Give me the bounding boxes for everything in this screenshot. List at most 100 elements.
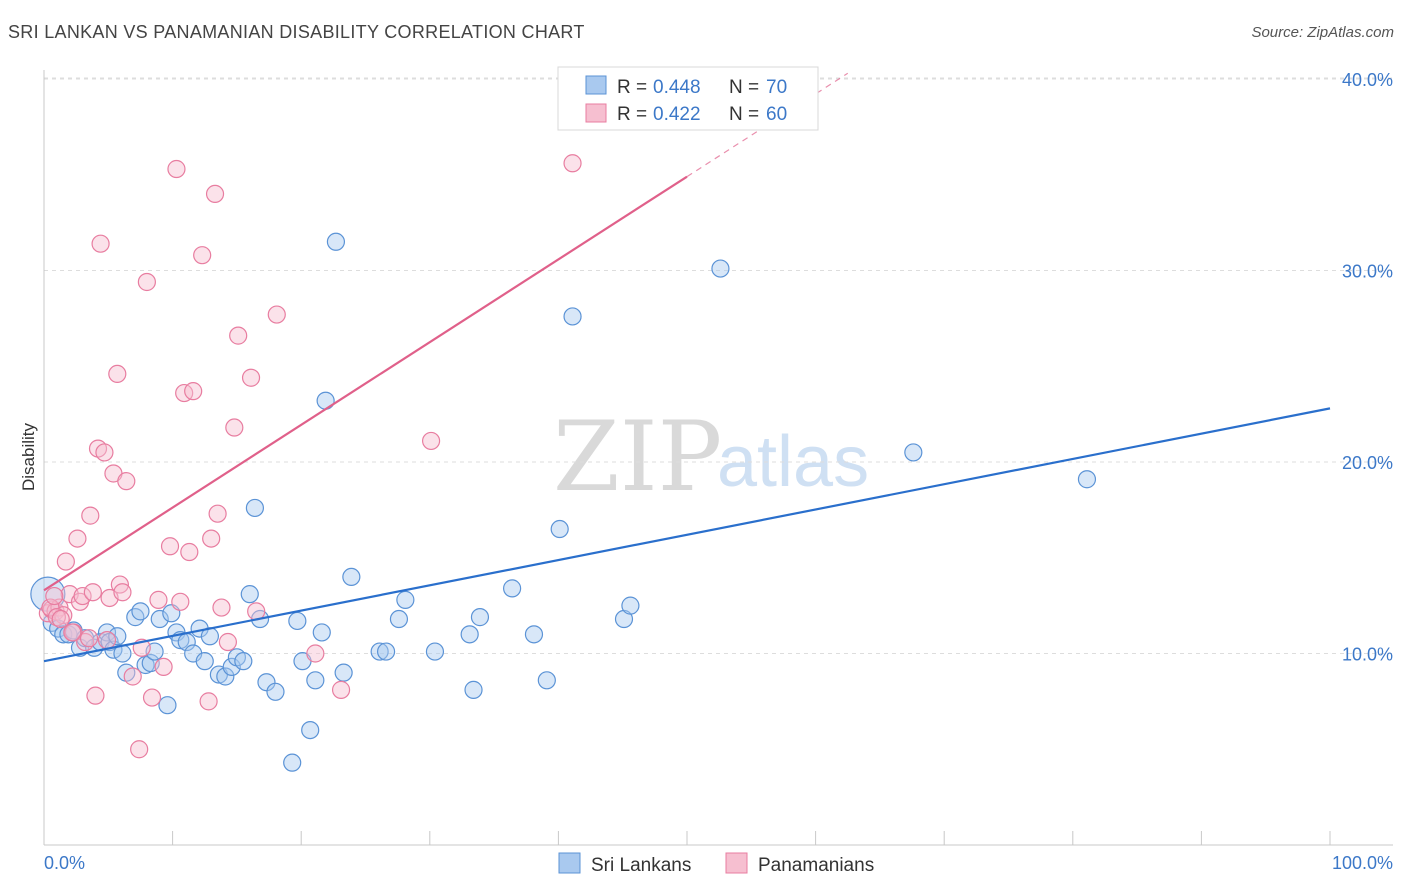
panamanian-point	[205, 184, 225, 203]
panamanian-point	[171, 592, 190, 611]
panamanian-point	[81, 506, 100, 525]
legend-n-value-1: 70	[766, 77, 787, 98]
sri-lankan-point	[621, 596, 640, 615]
panamanian-point	[73, 586, 92, 606]
trend-lines	[43, 72, 1331, 663]
panamanian-point	[86, 686, 105, 705]
y-axis-title: Disability	[19, 422, 38, 491]
x-tick-label-max: 100.0%	[1332, 853, 1393, 873]
panamanian-point	[113, 583, 132, 602]
watermark-zip: ZIP	[553, 401, 722, 513]
sri-lankan-point	[306, 671, 325, 690]
sri-lankan-point	[370, 642, 389, 661]
data-points	[30, 154, 1097, 772]
panamanian-point	[331, 680, 351, 699]
sri-lankan-point	[1077, 470, 1097, 489]
sri-lankan-point	[464, 680, 483, 699]
panamanian-point	[199, 692, 218, 711]
panamanian-point	[225, 418, 244, 437]
sri-lankan-point	[288, 611, 307, 631]
panamanian-point	[130, 740, 149, 759]
sri-lankan-point	[550, 519, 569, 539]
panamanian-point	[41, 598, 60, 617]
sri-lankan-point	[240, 585, 259, 604]
source-label: Source: ZipAtlas.com	[1251, 24, 1394, 41]
panamanian-point	[421, 431, 441, 451]
panamanian-point	[91, 234, 110, 253]
panamanian-point	[117, 472, 136, 491]
sri-lankan-trend-line	[43, 407, 1331, 663]
sri-lankan-point	[222, 657, 241, 677]
legend-n-value-2: 60	[766, 104, 787, 125]
panamanian-point	[108, 364, 127, 384]
sri-lankan-point	[195, 652, 214, 671]
legend-swatch-panamanians	[585, 103, 607, 123]
panamanian-point	[175, 383, 194, 403]
panamanian-point	[193, 246, 212, 265]
panamanian-point	[167, 159, 186, 179]
sri-lankan-point	[334, 663, 353, 682]
sri-lankan-point	[283, 753, 302, 772]
sri-lankan-point	[312, 623, 331, 642]
panamanian-point	[229, 326, 248, 345]
legend-r-value-2: 0.422	[653, 104, 701, 125]
legend-n-label-2: N =	[729, 104, 759, 125]
series-legend: Sri Lankans Panamanians	[558, 852, 874, 876]
legend-r-label-2: R =	[617, 104, 647, 125]
sri-lankan-point	[389, 609, 409, 629]
sri-lankan-point	[301, 720, 320, 740]
panamanian-point	[563, 154, 582, 173]
panamanian-point	[267, 305, 286, 324]
sri-lankan-point	[316, 391, 335, 410]
panamanian-point	[142, 688, 162, 707]
y-tick-label: 30.0%	[1342, 262, 1393, 282]
chart-title: SRI LANKAN VS PANAMANIAN DISABILITY CORR…	[8, 22, 585, 42]
x-tick-label-min: 0.0%	[44, 853, 85, 873]
panamanian-point	[212, 598, 231, 617]
legend-r-value-1: 0.448	[653, 77, 701, 98]
panamanian-point	[68, 529, 87, 548]
panamanian-point	[218, 632, 237, 652]
y-tick-label: 10.0%	[1342, 645, 1393, 665]
panamanian-point	[56, 552, 75, 571]
sri-lankan-point	[216, 667, 235, 686]
sri-lankan-point	[396, 590, 415, 609]
panamanian-point	[149, 590, 168, 609]
panamanian-point	[123, 667, 142, 686]
panamanian-point	[51, 609, 70, 629]
correlation-legend: R = 0.448 N = 70 R = 0.422 N = 60	[557, 66, 819, 131]
sri-lankan-point	[563, 307, 582, 326]
sri-lankan-point	[234, 652, 253, 671]
legend-swatch-sri-lankans	[585, 75, 607, 95]
panamanian-point	[208, 504, 227, 523]
panamanian-point	[306, 644, 325, 663]
y-tick-label: 40.0%	[1342, 70, 1393, 90]
x-ticks	[43, 831, 1331, 845]
sri-lankan-point	[158, 696, 177, 715]
sri-lankan-point	[537, 671, 556, 690]
panamanian-point	[180, 542, 199, 562]
panamanian-point	[97, 630, 117, 650]
panamanian-point	[137, 272, 156, 292]
panamanian-point	[154, 657, 173, 677]
panamanian-point	[45, 586, 64, 606]
panamanian-point	[63, 623, 82, 642]
sri-lankan-point	[470, 608, 490, 627]
panamanian-point	[95, 443, 114, 462]
gridlines	[44, 77, 1393, 654]
panamanian-point	[202, 529, 221, 548]
panamanian-point	[184, 382, 203, 401]
sri-lankan-point	[904, 443, 923, 462]
sri-lankan-point	[245, 498, 265, 518]
sri-lankan-point	[342, 567, 361, 587]
sri-lankan-point	[376, 642, 396, 661]
sri-lankan-point	[108, 627, 127, 646]
sri-lankan-point	[326, 232, 346, 251]
panamanian-point	[241, 368, 261, 387]
axes	[43, 70, 1393, 846]
panamanian-point	[79, 629, 99, 648]
y-tick-labels: 10.0% 20.0% 30.0% 40.0%	[1342, 70, 1393, 665]
sri-lankan-point	[460, 625, 479, 644]
bottom-legend-swatch-panamanians	[725, 852, 748, 874]
